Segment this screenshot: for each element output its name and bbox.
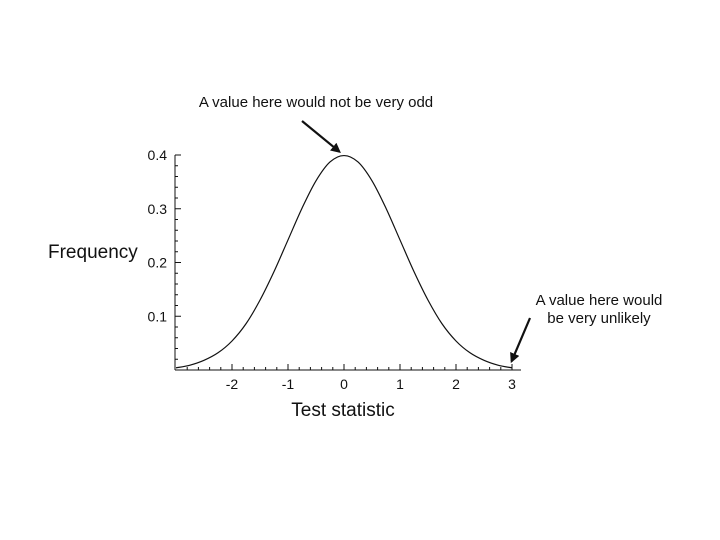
y-tick-label: 0.3 <box>148 201 168 217</box>
x-axis-title: Test statistic <box>291 400 394 421</box>
annotation-text: A value here would <box>536 292 663 309</box>
x-tick-label: -1 <box>282 376 295 392</box>
y-axis-title: Frequency <box>48 242 138 263</box>
x-tick-label: 1 <box>396 376 404 392</box>
annotation-arrow <box>301 120 341 153</box>
annotation-arrow <box>510 317 532 364</box>
series-group <box>175 154 513 369</box>
x-axis: -2 -1 0 1 2 3 <box>175 364 521 392</box>
annotation-text: A value here would not be very odd <box>199 94 433 111</box>
annotations: A value here would not be very odd A valu… <box>199 94 663 364</box>
x-tick-label: 0 <box>340 376 348 392</box>
annotation-text: be very unlikely <box>547 310 651 327</box>
x-tick-label: 2 <box>452 376 460 392</box>
y-tick-label: 0.4 <box>148 147 168 163</box>
y-tick-label: 0.2 <box>148 255 168 271</box>
x-tick-label: -2 <box>226 376 239 392</box>
y-tick-label: 0.1 <box>148 308 168 324</box>
x-tick-label: 3 <box>508 376 516 392</box>
series-line <box>175 154 513 369</box>
annotation: A value here would not be very odd <box>199 94 433 153</box>
y-axis: 0.1 0.2 0.3 0.4 <box>148 147 181 370</box>
